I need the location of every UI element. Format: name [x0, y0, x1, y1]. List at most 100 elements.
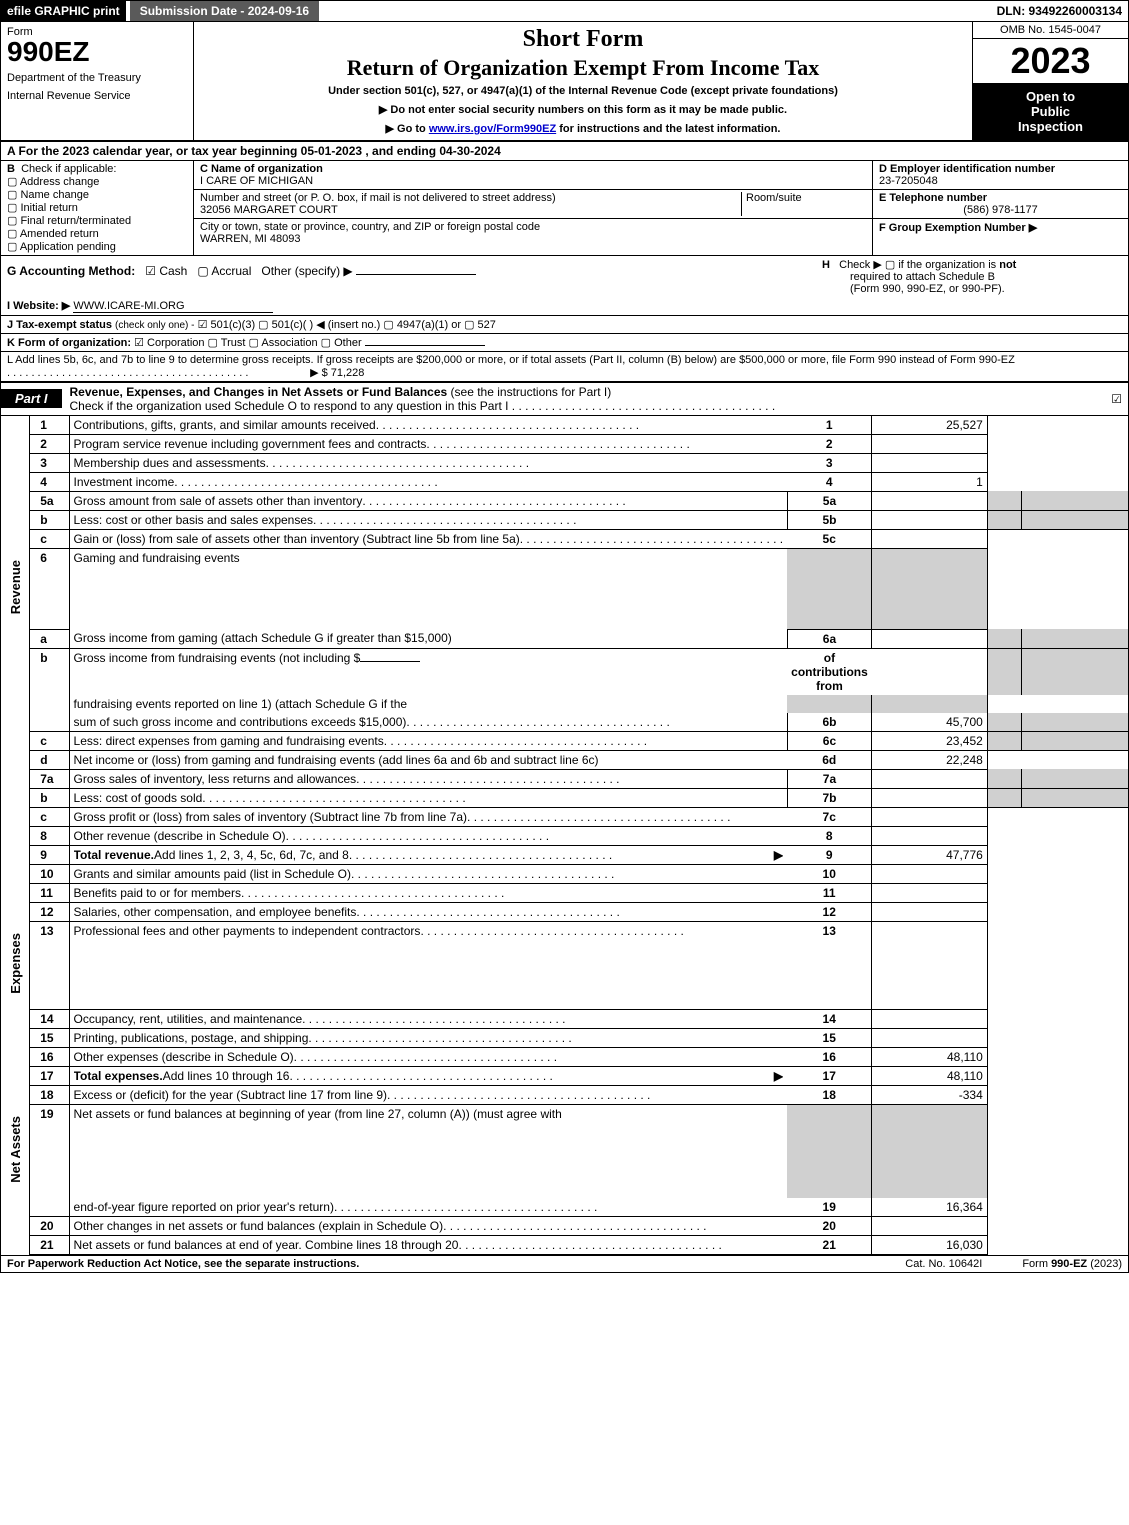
k-lbl: K Form of organization: — [7, 337, 131, 349]
subtitle-ssn: ▶ Do not enter social security numbers o… — [200, 103, 966, 116]
top-bar: efile GRAPHIC print Submission Date - 20… — [1, 1, 1128, 22]
part-i-header: Part I Revenue, Expenses, and Changes in… — [1, 381, 1128, 416]
revenue-label: Revenue — [8, 550, 23, 624]
l-amt: ▶ $ 71,228 — [310, 367, 364, 379]
dept-irs: Internal Revenue Service — [7, 90, 187, 102]
e-val: (586) 978-1177 — [879, 204, 1122, 216]
part-i-grid: 1 Contributions, gifts, grants, and simi… — [1, 416, 1129, 1255]
h-t2: required to attach Schedule B — [822, 271, 995, 283]
b-opt-5: Application pending — [20, 241, 116, 253]
k-opts[interactable]: ☑ Corporation ▢ Trust ▢ Association ▢ Ot… — [134, 337, 362, 349]
b-opt-name[interactable]: ▢ Name change — [7, 188, 187, 201]
form-number: 990EZ — [7, 38, 187, 66]
l-dots — [7, 367, 307, 379]
submission-date: Submission Date - 2024-09-16 — [130, 1, 319, 21]
dept-treasury: Department of the Treasury — [7, 72, 187, 84]
d-lbl: D Employer identification number — [879, 163, 1055, 175]
header-center: Short Form Return of Organization Exempt… — [194, 22, 972, 140]
row-i: I Website: ▶ WWW.ICARE-MI.ORG — [1, 297, 1128, 316]
b-opt-2: Initial return — [20, 202, 77, 214]
col-def: D Employer identification number 23-7205… — [873, 161, 1128, 255]
b-opt-pending[interactable]: ▢ Application pending — [7, 240, 187, 253]
c-city-lbl: City or town, state or province, country… — [200, 221, 866, 233]
h-lbl: H — [822, 259, 830, 271]
open-l2: Public — [975, 104, 1126, 119]
footer-left: For Paperwork Reduction Act Notice, see … — [7, 1258, 865, 1270]
row-gh: G Accounting Method: ☑ Cash ▢ Accrual Ot… — [1, 256, 1128, 297]
expenses-label: Expenses — [8, 923, 23, 1004]
b-opt-0: Address change — [20, 176, 100, 188]
goto-pre: ▶ Go to — [386, 123, 429, 135]
block-bcdef: B Check if applicable: ▢ Address change … — [1, 161, 1128, 256]
j-opts[interactable]: ☑ 501(c)(3) ▢ 501(c)( ) ◀ (insert no.) ▢… — [198, 319, 496, 331]
e-lbl: E Telephone number — [879, 192, 987, 204]
b-opt-final[interactable]: ▢ Final return/terminated — [7, 214, 187, 227]
i-val[interactable]: WWW.ICARE-MI.ORG — [73, 300, 273, 313]
footer-right: Form 990-EZ (2023) — [1022, 1258, 1122, 1270]
tax-year: 2023 — [973, 39, 1128, 83]
efile-label: efile GRAPHIC print — [1, 1, 126, 21]
col-c: C Name of organization I CARE OF MICHIGA… — [194, 161, 873, 255]
part-i-tag: Part I — [1, 389, 62, 408]
b-check-if: Check if applicable: — [21, 163, 116, 175]
dln-label: DLN: 93492260003134 — [997, 4, 1128, 18]
h-t3: (Form 990, 990-EZ, or 990-PF). — [822, 283, 1005, 295]
form-container: efile GRAPHIC print Submission Date - 20… — [0, 0, 1129, 1273]
irs-link[interactable]: www.irs.gov/Form990EZ — [429, 123, 556, 135]
j-small: (check only one) ‑ — [115, 320, 194, 331]
c-city-val: WARREN, MI 48093 — [200, 233, 866, 245]
revenue-vlabel — [1, 416, 30, 435]
open-to-public: Open to Public Inspection — [973, 83, 1128, 140]
b-opt-3: Final return/terminated — [20, 215, 131, 227]
open-l3: Inspection — [975, 119, 1126, 134]
footer-center: Cat. No. 10642I — [865, 1258, 1022, 1270]
g-lbl: G Accounting Method: — [7, 264, 135, 278]
subtitle-goto: ▶ Go to www.irs.gov/Form990EZ for instru… — [200, 122, 966, 135]
h-not: not — [999, 259, 1016, 271]
title-short-form: Short Form — [200, 26, 966, 53]
b-opt-1: Name change — [20, 189, 89, 201]
l1-v: 25,527 — [872, 416, 988, 435]
l1-d: Contributions, gifts, grants, and simila… — [69, 416, 787, 435]
g-other[interactable]: Other (specify) ▶ — [261, 264, 352, 278]
c-addr-lbl: Number and street (or P. O. box, if mail… — [200, 192, 737, 204]
l2-n: 2 — [30, 434, 69, 453]
g-other-blank[interactable] — [356, 274, 476, 275]
part-i-sub: Check if the organization used Schedule … — [70, 399, 892, 413]
c-addr-val: 32056 MARGARET COURT — [200, 204, 737, 216]
netassets-label: Net Assets — [8, 1106, 23, 1193]
page-footer: For Paperwork Reduction Act Notice, see … — [1, 1255, 1128, 1272]
part-i-title: Revenue, Expenses, and Changes in Net As… — [62, 383, 1106, 415]
header-left: Form 990EZ Department of the Treasury In… — [1, 22, 194, 140]
row-l: L Add lines 5b, 6c, and 7b to line 9 to … — [1, 352, 1128, 381]
line-a: A For the 2023 calendar year, or tax yea… — [1, 142, 1128, 161]
g-cash[interactable]: ☑ Cash — [145, 264, 187, 278]
title-main: Return of Organization Exempt From Incom… — [200, 55, 966, 81]
row-j: J Tax-exempt status (check only one) ‑ ☑… — [1, 316, 1128, 334]
c-name-lbl: C Name of organization — [200, 163, 866, 175]
form-header: Form 990EZ Department of the Treasury In… — [1, 22, 1128, 142]
b-letter: B — [7, 163, 15, 175]
subtitle-section: Under section 501(c), 527, or 4947(a)(1)… — [200, 85, 966, 97]
f-lbl: F Group Exemption Number ▶ — [879, 222, 1037, 234]
c-name-val: I CARE OF MICHIGAN — [200, 175, 866, 187]
l-text: L Add lines 5b, 6c, and 7b to line 9 to … — [7, 354, 1015, 366]
j-lbl: J Tax-exempt status — [7, 319, 115, 331]
goto-post: for instructions and the latest informat… — [556, 123, 780, 135]
i-lbl: I Website: ▶ — [7, 300, 70, 312]
row-k: K Form of organization: ☑ Corporation ▢ … — [1, 334, 1128, 352]
c-room-lbl: Room/suite — [742, 192, 866, 216]
l1-ln: 1 — [787, 416, 872, 435]
g-accrual[interactable]: ▢ Accrual — [197, 264, 251, 278]
b-opt-initial[interactable]: ▢ Initial return — [7, 201, 187, 214]
open-l1: Open to — [975, 89, 1126, 104]
b-opt-amended[interactable]: ▢ Amended return — [7, 227, 187, 240]
b-opt-address[interactable]: ▢ Address change — [7, 175, 187, 188]
k-blank — [365, 345, 485, 346]
omb-number: OMB No. 1545-0047 — [973, 22, 1128, 39]
b-opt-4: Amended return — [20, 228, 99, 240]
d-val: 23-7205048 — [879, 175, 938, 187]
col-b: B Check if applicable: ▢ Address change … — [1, 161, 194, 255]
part-i-check[interactable]: ☑ — [1105, 390, 1128, 408]
l1-n: 1 — [30, 416, 69, 435]
